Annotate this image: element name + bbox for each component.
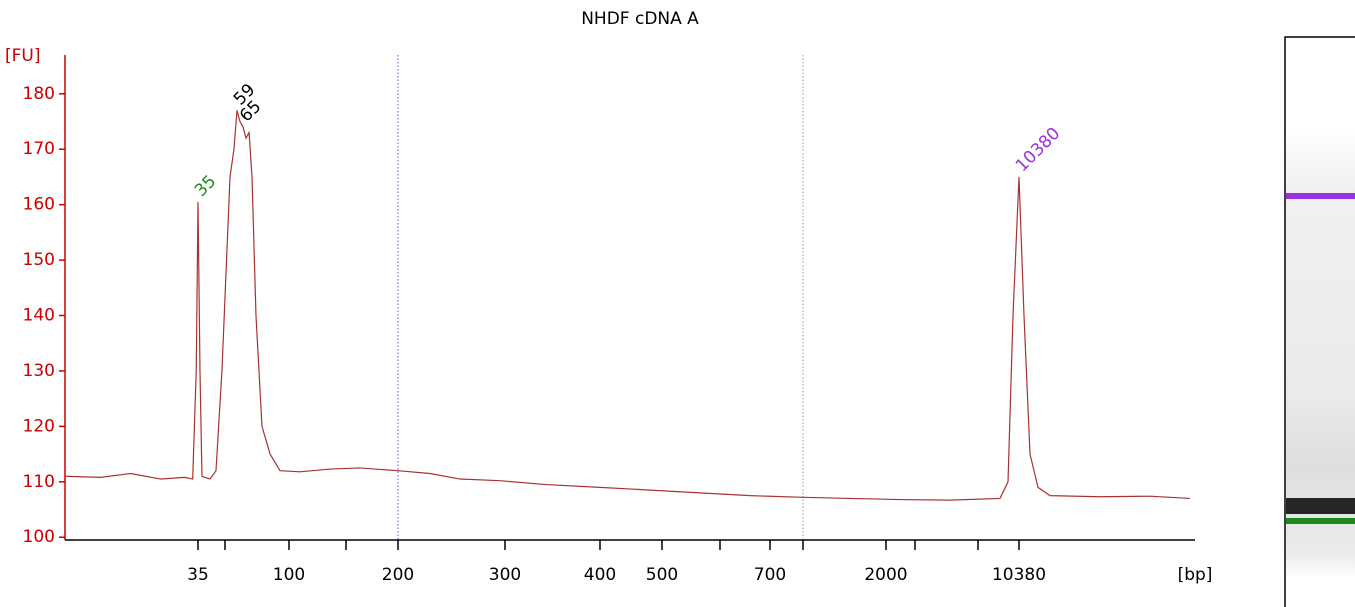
y-tick-label: 180 — [23, 84, 55, 104]
x-tick-label: 35 — [187, 565, 209, 585]
gel-lane — [1284, 36, 1355, 607]
y-tick-label: 110 — [23, 472, 55, 492]
chart-title: NHDF cDNA A — [581, 9, 699, 29]
peak-label: 10380 — [1012, 124, 1064, 176]
y-tick-label: 170 — [23, 139, 55, 159]
y-tick-label: 130 — [23, 361, 55, 381]
x-axis-label: [bp] — [1178, 565, 1213, 585]
y-tick-label: 160 — [23, 195, 55, 215]
x-tick-label: 300 — [489, 565, 521, 585]
x-tick-label: 400 — [584, 565, 616, 585]
x-tick-label: 10380 — [992, 565, 1046, 585]
y-tick-label: 150 — [23, 250, 55, 270]
peak-label: 35 — [191, 172, 220, 201]
x-tick-label: 500 — [646, 565, 678, 585]
y-tick-label: 100 — [23, 527, 55, 547]
x-tick-label: 100 — [273, 565, 305, 585]
x-tick-label: 2000 — [864, 565, 907, 585]
lower-marker-band — [1286, 518, 1355, 524]
y-axis-label: [FU] — [5, 46, 41, 66]
trace — [64, 110, 1190, 501]
y-tick-label: 140 — [23, 306, 55, 326]
sample-band — [1286, 498, 1355, 514]
x-tick-label: 700 — [754, 565, 786, 585]
y-tick-label: 120 — [23, 416, 55, 436]
x-tick-label: 200 — [382, 565, 414, 585]
upper-marker-band — [1286, 193, 1355, 199]
